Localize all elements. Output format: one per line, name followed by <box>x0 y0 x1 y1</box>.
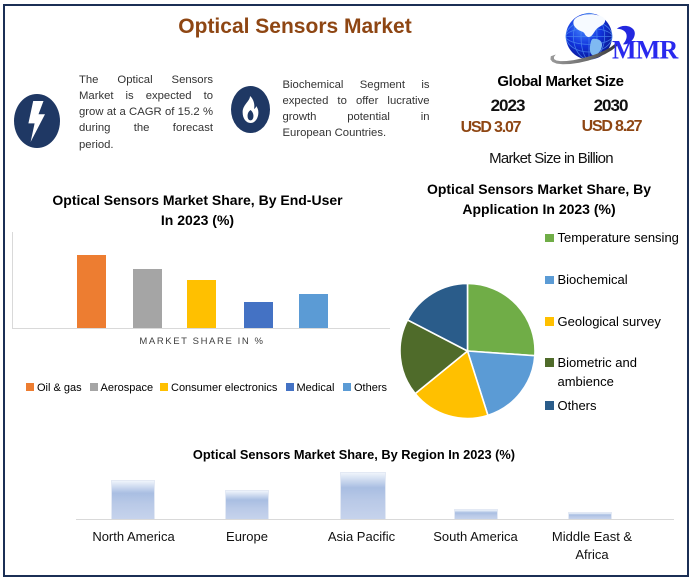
svg-text:MMR: MMR <box>612 36 678 65</box>
